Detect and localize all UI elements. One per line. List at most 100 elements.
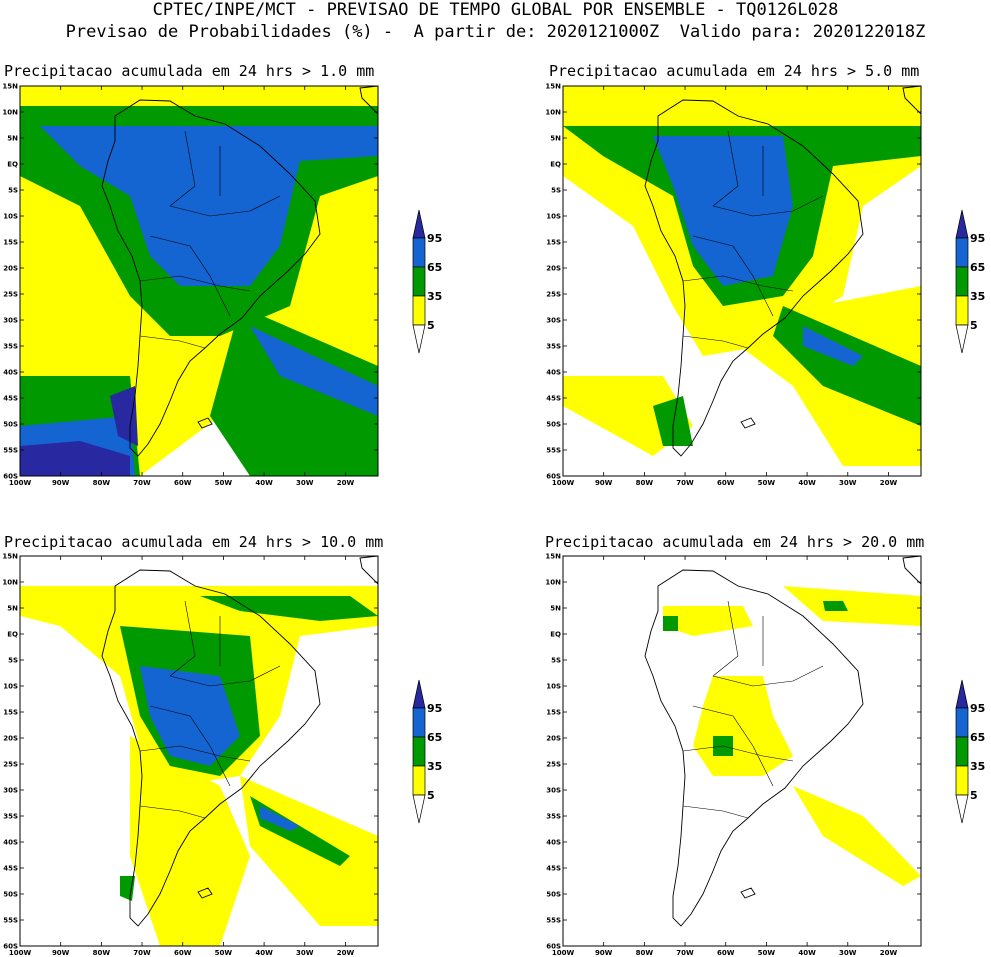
lat-tick-label: 15S — [546, 239, 561, 247]
color-legend: 95 65 35 5 — [412, 679, 442, 824]
lon-tick-label: 80W — [636, 479, 654, 487]
lat-tick-label: 5N — [7, 135, 18, 143]
lat-tick-label: 30S — [3, 787, 18, 795]
lon-tick-label: 80W — [93, 479, 111, 487]
prob-level-5-area — [783, 586, 921, 626]
legend-label: 5 — [427, 319, 435, 332]
prob-level-65-area — [803, 326, 863, 366]
legend-swatch-95 — [955, 679, 969, 709]
prob-level-35-area — [653, 396, 693, 446]
lat-tick-label: 20S — [3, 265, 18, 273]
lat-tick-label: 5S — [551, 187, 561, 195]
legend-label: 5 — [970, 319, 978, 332]
probability-field — [563, 86, 921, 476]
lat-tick-label: 10S — [546, 683, 561, 691]
legend-label: 35 — [427, 760, 442, 773]
lon-tick-label: 60W — [174, 479, 192, 487]
panel-3-title: Precipitacao acumulada em 24 hrs > 10.0 … — [4, 533, 384, 551]
lat-tick-label: 15N — [2, 83, 18, 91]
color-legend: 95 65 35 5 — [412, 209, 442, 354]
lon-tick-label: 30W — [296, 949, 314, 957]
lon-tick-label: 50W — [758, 479, 776, 487]
lat-tick-label: 45S — [3, 865, 18, 873]
lat-tick-label: 15N — [2, 553, 18, 561]
lat-tick-label: 30S — [546, 787, 561, 795]
lat-tick-label: 5N — [550, 135, 561, 143]
lat-tick-label: 45S — [546, 865, 561, 873]
panel-2-title: Precipitacao acumulada em 24 hrs > 5.0 m… — [549, 62, 920, 80]
prob-level-65-area — [260, 806, 300, 831]
lat-tick-label: EQ — [7, 161, 18, 169]
probability-field — [20, 556, 378, 946]
lat-tick-label: 55S — [546, 917, 561, 925]
lat-tick-label: 10N — [545, 109, 561, 117]
legend-label: 95 — [427, 232, 442, 245]
lon-tick-label: 30W — [839, 949, 857, 957]
legend-swatch-35 — [412, 266, 426, 297]
legend-label: 65 — [427, 261, 442, 274]
legend-swatch-below — [955, 324, 969, 354]
lon-tick-label: 60W — [717, 479, 735, 487]
map-frame — [19, 555, 379, 947]
legend-swatch-below — [412, 794, 426, 824]
prob-level-35-area — [120, 876, 135, 901]
lon-tick-label: 100W — [552, 949, 575, 957]
lat-tick-label: 60S — [546, 943, 561, 951]
lon-tick-label: 80W — [93, 949, 111, 957]
lat-tick-label: 5S — [8, 657, 18, 665]
legend-label: 65 — [970, 261, 985, 274]
legend-swatch-95 — [412, 679, 426, 709]
legend-label: 95 — [427, 702, 442, 715]
legend-swatch-35 — [955, 266, 969, 297]
panel-4-title: Precipitacao acumulada em 24 hrs > 20.0 … — [545, 533, 925, 551]
lon-tick-label: 40W — [255, 479, 273, 487]
lat-tick-label: 55S — [3, 917, 18, 925]
lon-tick-label: 100W — [9, 949, 32, 957]
prob-level-35-area — [663, 616, 678, 631]
legend-swatch-65 — [412, 707, 426, 738]
lat-tick-label: 50S — [3, 891, 18, 899]
lat-tick-label: 20S — [3, 735, 18, 743]
legend-label: 65 — [427, 731, 442, 744]
lat-tick-label: 15S — [3, 239, 18, 247]
lat-tick-label: 40S — [546, 839, 561, 847]
legend-swatch-95 — [412, 209, 426, 239]
lon-tick-label: 50W — [215, 949, 233, 957]
map-panel-2: 15N 10N 5N EQ 5S 10S 15S 20S 25S 30S 35S 40S 45S 50S 5… — [545, 83, 985, 488]
lat-tick-label: 30S — [3, 317, 18, 325]
legend-swatch-below — [412, 324, 426, 354]
lon-tick-label: 100W — [552, 479, 575, 487]
lat-tick-label: 15S — [3, 709, 18, 717]
lat-tick-label: 35S — [3, 813, 18, 821]
lon-tick-label: 100W — [9, 479, 32, 487]
panel-1-title: Precipitacao acumulada em 24 hrs > 1.0 m… — [4, 62, 375, 80]
lon-tick-label: 40W — [798, 949, 816, 957]
lat-tick-label: 5N — [550, 605, 561, 613]
legend-swatch-95 — [955, 209, 969, 239]
lon-tick-label: 50W — [758, 949, 776, 957]
legend-swatch-65 — [955, 707, 969, 738]
prob-level-65-area — [40, 126, 378, 286]
lon-tick-label: 90W — [52, 949, 70, 957]
lat-tick-label: 25S — [546, 291, 561, 299]
prob-level-95-area — [20, 441, 130, 476]
lat-tick-label: 35S — [546, 343, 561, 351]
lon-tick-label: 60W — [174, 949, 192, 957]
lon-tick-label: 30W — [296, 479, 314, 487]
lat-tick-label: 10S — [3, 213, 18, 221]
lat-tick-label: 45S — [546, 395, 561, 403]
lon-tick-label: 20W — [337, 479, 355, 487]
prob-level-65-area — [653, 136, 793, 286]
lon-tick-label: 20W — [880, 479, 898, 487]
figure-title: CPTEC/INPE/MCT - PREVISAO DE TEMPO GLOBA… — [152, 0, 839, 20]
lon-tick-label: 50W — [215, 479, 233, 487]
lat-tick-label: 25S — [546, 761, 561, 769]
lat-tick-label: 10N — [2, 109, 18, 117]
lat-tick-label: EQ — [7, 631, 18, 639]
lat-tick-label: 40S — [3, 369, 18, 377]
lat-tick-label: 35S — [546, 813, 561, 821]
lat-tick-label: 15N — [545, 553, 561, 561]
prob-level-95-area — [110, 386, 138, 446]
map-frame — [562, 555, 922, 947]
